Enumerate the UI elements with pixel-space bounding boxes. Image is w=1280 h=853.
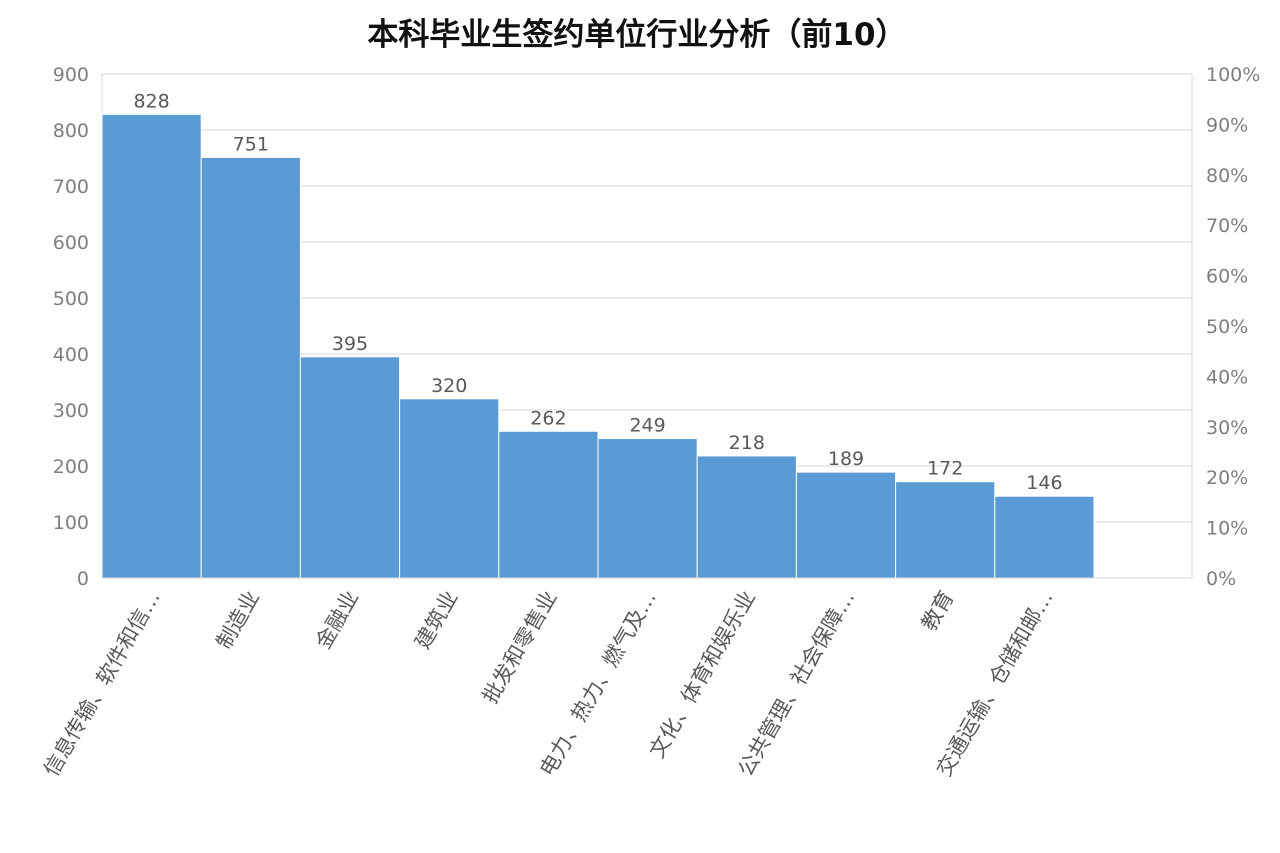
data-label: 320	[431, 375, 467, 397]
bar	[994, 495, 1095, 579]
bar	[696, 455, 797, 579]
x-tick-label: 文化、体育和娱乐业	[645, 587, 760, 763]
bar	[399, 398, 500, 579]
data-label: 828	[133, 90, 169, 112]
x-tick-label: 电力、热力、燃气及…	[535, 587, 661, 781]
y-tick-label: 100	[53, 512, 89, 534]
bars	[101, 113, 1095, 579]
x-tick-label: 交通运输、仓储和邮…	[932, 587, 1058, 781]
x-axis: 信息传输、软件和信… 制造业 金融业 建筑业 批发和零售业电力、热力、燃气及…文化、体育…	[39, 577, 1192, 781]
x-tick-label: 金融业	[311, 587, 363, 654]
data-label: 262	[530, 407, 566, 429]
y2-tick-label: 50%	[1206, 316, 1248, 338]
x-tick-label: 建筑业	[410, 587, 462, 654]
y2-tick-label: 90%	[1206, 114, 1248, 136]
chart-title: 本科毕业生签约单位行业分析（前10）	[367, 17, 906, 53]
y-tick-label: 700	[53, 176, 89, 198]
y2-tick-label: 80%	[1206, 165, 1248, 187]
y-tick-label: 400	[53, 344, 89, 366]
bar	[597, 438, 698, 579]
bar	[101, 113, 202, 579]
x-tick-label: 公共管理、社会保障…	[734, 587, 860, 781]
y2-tick-label: 100%	[1206, 64, 1260, 86]
x-tick-label: 教育	[917, 587, 959, 635]
bar	[895, 481, 996, 579]
bar	[200, 156, 301, 579]
y2-tick-label: 60%	[1206, 266, 1248, 288]
data-label: 189	[828, 448, 864, 470]
data-label: 751	[233, 133, 269, 155]
bar	[299, 356, 401, 579]
y-axis-right: 0% 10% 20% 30% 40% 50% 60% 70% 80% 90% 100%	[1206, 64, 1260, 590]
y-axis-left: 0 100 200 300 400 500 600 700 800 900	[53, 64, 89, 590]
data-label: 172	[927, 458, 963, 480]
data-label: 218	[729, 432, 765, 454]
x-tick-label: 批发和零售业	[478, 587, 562, 708]
bar	[498, 430, 599, 579]
x-tick-label: 信息传输、软件和信…	[39, 587, 165, 781]
y-tick-label: 300	[53, 400, 89, 422]
bar	[795, 471, 897, 579]
y2-tick-label: 70%	[1206, 215, 1248, 237]
y-tick-label: 900	[53, 64, 89, 86]
data-label: 395	[332, 333, 368, 355]
y2-tick-label: 10%	[1206, 518, 1248, 540]
data-label: 146	[1026, 472, 1062, 494]
y2-tick-label: 20%	[1206, 467, 1248, 489]
y-tick-label: 600	[53, 232, 89, 254]
x-tick-label: 制造业	[212, 587, 264, 654]
y-tick-label: 0	[77, 568, 89, 590]
y2-tick-label: 40%	[1206, 366, 1248, 388]
y2-tick-label: 30%	[1206, 417, 1248, 439]
y2-tick-label: 0%	[1206, 568, 1236, 590]
y-tick-label: 200	[53, 456, 89, 478]
y-tick-label: 800	[53, 120, 89, 142]
data-labels: 828 751 395 320 262 249 218 189 172 146	[133, 90, 1062, 494]
y-tick-label: 500	[53, 288, 89, 310]
data-label: 249	[629, 415, 665, 437]
